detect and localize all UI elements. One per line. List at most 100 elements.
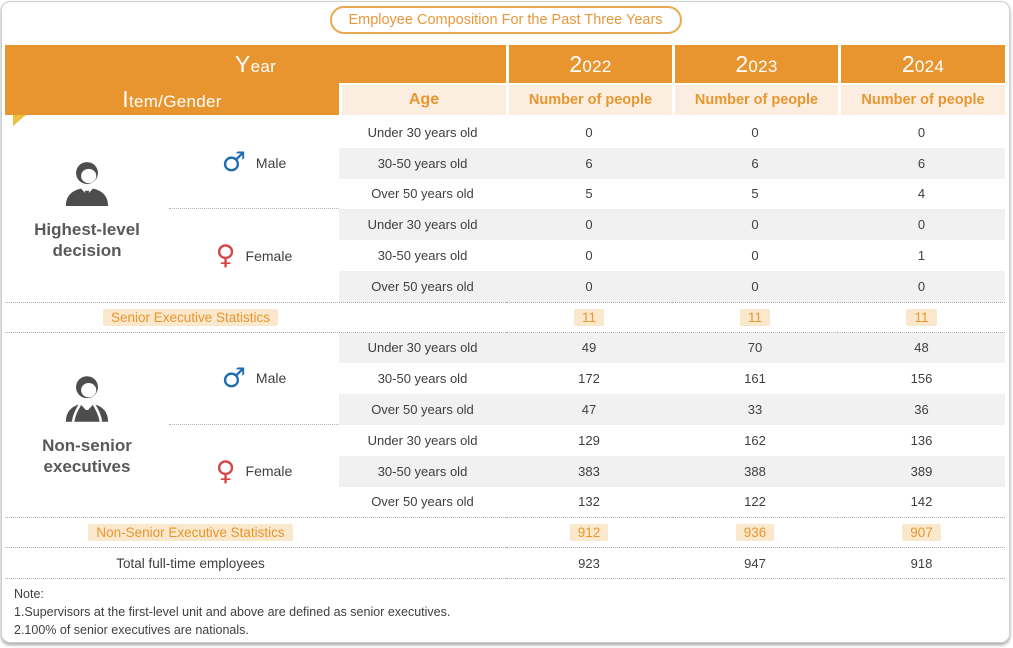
age-cell: 30-50 years old bbox=[339, 147, 506, 179]
header-people-2023: Number of people bbox=[675, 85, 838, 115]
senior-stats-value: 11 bbox=[506, 301, 672, 333]
value-cell: 156 bbox=[838, 363, 1005, 395]
header-year-2022: 2022 bbox=[509, 45, 672, 83]
value-cell: 0 bbox=[506, 209, 672, 241]
value-cell: 0 bbox=[506, 117, 672, 148]
age-cell: Over 50 years old bbox=[339, 178, 506, 210]
age-cell: Over 50 years old bbox=[339, 486, 506, 518]
total-value: 947 bbox=[672, 548, 838, 579]
corner-fold-triangle bbox=[13, 115, 26, 126]
value-cell: 0 bbox=[672, 270, 838, 302]
senior-stats-value-text: 11 bbox=[906, 308, 937, 326]
age-cell: 30-50 years old bbox=[339, 455, 506, 487]
value-cell: 172 bbox=[506, 363, 672, 395]
non-senior-stats-label-text: Non-Senior Executive Statistics bbox=[88, 524, 293, 542]
value-cell: 389 bbox=[838, 455, 1005, 487]
header-people-2022: Number of people bbox=[509, 85, 672, 115]
value-cell: 36 bbox=[838, 394, 1005, 425]
header-year-2023: 2023 bbox=[675, 45, 838, 83]
note-heading: Note: bbox=[14, 587, 44, 601]
value-cell: 6 bbox=[672, 147, 838, 179]
header-year-strip bbox=[339, 45, 506, 83]
header-age-cell: Age bbox=[342, 85, 506, 115]
header-item-gender-block bbox=[5, 45, 339, 115]
senior-stats-row-label: Senior Executive Statistics bbox=[5, 301, 506, 333]
senior-stats-value: 11 bbox=[672, 301, 838, 333]
value-cell: 162 bbox=[672, 424, 838, 456]
year-label-text: Year bbox=[234, 50, 277, 77]
gender-male-row-group1: ♂ Male bbox=[169, 117, 339, 210]
value-cell: 383 bbox=[506, 455, 672, 487]
value-cell: 161 bbox=[672, 363, 838, 395]
non-senior-stats-value-text: 912 bbox=[569, 524, 609, 542]
staff-person-icon bbox=[65, 376, 109, 423]
value-cell: 388 bbox=[672, 455, 838, 487]
non-senior-stats-value: 936 bbox=[672, 517, 838, 549]
value-cell: 47 bbox=[506, 394, 672, 425]
senior-stats-label-text: Senior Executive Statistics bbox=[102, 308, 279, 326]
total-value: 923 bbox=[506, 548, 672, 579]
group-highest-level: Highest-level decision bbox=[5, 117, 169, 302]
value-cell: 129 bbox=[506, 424, 672, 456]
note-line-2: 2.100% of senior executives are national… bbox=[14, 623, 249, 638]
value-cell: 0 bbox=[838, 209, 1005, 241]
value-cell: 49 bbox=[506, 332, 672, 364]
value-cell: 70 bbox=[672, 332, 838, 364]
gender-female-row-group2: ♀ Female bbox=[169, 424, 339, 518]
value-cell: 0 bbox=[672, 117, 838, 148]
group-label: Highest-level decision bbox=[34, 219, 140, 260]
value-cell: 0 bbox=[838, 117, 1005, 148]
value-cell: 0 bbox=[838, 270, 1005, 302]
note-block: Note: 1.Supervisors at the first-level u… bbox=[14, 585, 450, 639]
executive-person-icon bbox=[65, 161, 109, 206]
non-senior-stats-value: 907 bbox=[838, 517, 1005, 549]
age-cell: 30-50 years old bbox=[339, 363, 506, 395]
age-cell: Over 50 years old bbox=[339, 394, 506, 425]
senior-stats-value: 11 bbox=[838, 301, 1005, 333]
value-cell: 1 bbox=[838, 240, 1005, 271]
employee-table: Year Item/Gender Age 2022 2023 2024 Numb… bbox=[5, 45, 1005, 579]
age-cell: Under 30 years old bbox=[339, 332, 506, 364]
value-cell: 48 bbox=[838, 332, 1005, 364]
age-cell: Over 50 years old bbox=[339, 270, 506, 302]
age-cell: Under 30 years old bbox=[339, 117, 506, 148]
item-gender-label-text: Item/Gender bbox=[122, 85, 222, 112]
note-line-1: 1.Supervisors at the first-level unit an… bbox=[14, 605, 451, 620]
year-2022-text: 2022 bbox=[569, 50, 612, 77]
female-label: Female bbox=[245, 247, 293, 264]
non-senior-stats-value-text: 936 bbox=[735, 524, 775, 542]
group-label: Non-senior executives bbox=[42, 436, 132, 477]
gender-female-row-group1: ♀ Female bbox=[169, 209, 339, 302]
senior-stats-value-text: 11 bbox=[573, 308, 604, 326]
value-cell: 0 bbox=[672, 240, 838, 271]
table-header: Year Item/Gender Age 2022 2023 2024 Numb… bbox=[5, 45, 1005, 126]
non-senior-stats-row-label: Non-Senior Executive Statistics bbox=[5, 517, 506, 549]
total-value: 918 bbox=[838, 548, 1005, 579]
female-label: Female bbox=[245, 463, 293, 480]
male-label: Male bbox=[255, 370, 287, 387]
value-cell: 33 bbox=[672, 394, 838, 425]
value-cell: 5 bbox=[506, 178, 672, 210]
header-year-label: Year bbox=[5, 45, 506, 83]
total-row-label: Total full-time employees bbox=[5, 548, 506, 579]
group-non-senior: Non-senior executives bbox=[5, 332, 169, 518]
age-cell: 30-50 years old bbox=[339, 240, 506, 271]
age-cell: Under 30 years old bbox=[339, 209, 506, 241]
age-cell: Under 30 years old bbox=[339, 424, 506, 456]
title-badge: Employee Composition For the Past Three … bbox=[329, 6, 682, 34]
year-2023-text: 2023 bbox=[735, 50, 778, 77]
senior-stats-value-text: 11 bbox=[739, 308, 770, 326]
value-cell: 6 bbox=[506, 147, 672, 179]
male-symbol-icon: ♂ bbox=[221, 362, 246, 394]
female-symbol-icon: ♀ bbox=[215, 455, 236, 487]
table-body: Highest-level decision ♂ Male ♀ Female U… bbox=[5, 117, 1005, 579]
value-cell: 122 bbox=[672, 486, 838, 518]
value-cell: 5 bbox=[672, 178, 838, 210]
male-symbol-icon: ♂ bbox=[221, 147, 246, 179]
non-senior-stats-value: 912 bbox=[506, 517, 672, 549]
value-cell: 132 bbox=[506, 486, 672, 518]
gender-male-row-group2: ♂ Male bbox=[169, 332, 339, 425]
value-cell: 6 bbox=[838, 147, 1005, 179]
